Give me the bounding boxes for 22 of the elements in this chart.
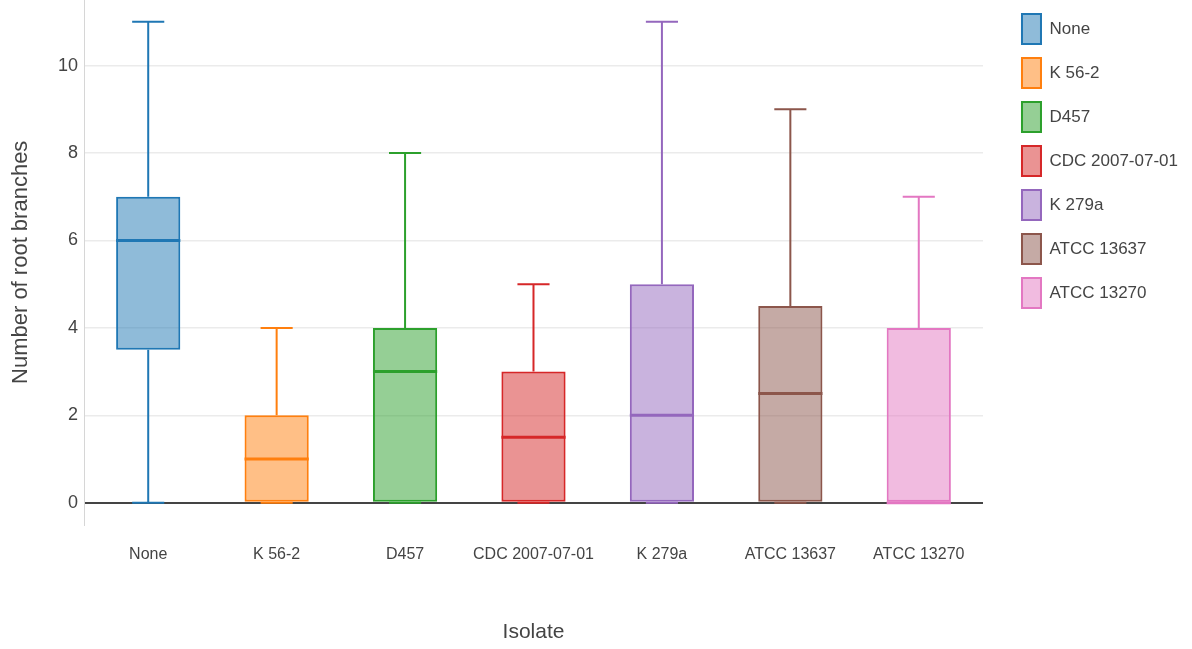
x-tick-label: ATCC 13637 <box>744 544 837 562</box>
y-tick-label: 0 <box>67 491 78 512</box>
y-axis-title: Number of root branches <box>7 140 33 384</box>
x-tick-label: K 279a <box>636 544 688 562</box>
x-tick-label: CDC 2007-07-01 <box>473 544 595 562</box>
y-tick-label: 2 <box>67 404 78 425</box>
x-tick-label: D457 <box>385 544 425 562</box>
x-tick-label: K 56-2 <box>253 544 301 562</box>
y-tick-label: 4 <box>67 316 78 337</box>
legend-label: K 56-2 <box>1049 62 1100 82</box>
y-tick-label: 10 <box>57 54 78 75</box>
legend-label: ATCC 13637 <box>1049 238 1147 258</box>
x-tick-label: None <box>129 544 168 562</box>
legend-label: ATCC 13270 <box>1049 282 1147 302</box>
x-tick-label: ATCC 13270 <box>873 544 965 562</box>
legend-label: K 279a <box>1049 194 1104 214</box>
y-tick-label: 6 <box>67 229 78 250</box>
legend-label: None <box>1049 18 1091 38</box>
y-tick-label: 8 <box>67 141 78 162</box>
legend-label: CDC 2007-07-01 <box>1049 150 1178 170</box>
legend-label: D457 <box>1049 106 1091 126</box>
x-axis-title: Isolate <box>502 619 565 643</box>
